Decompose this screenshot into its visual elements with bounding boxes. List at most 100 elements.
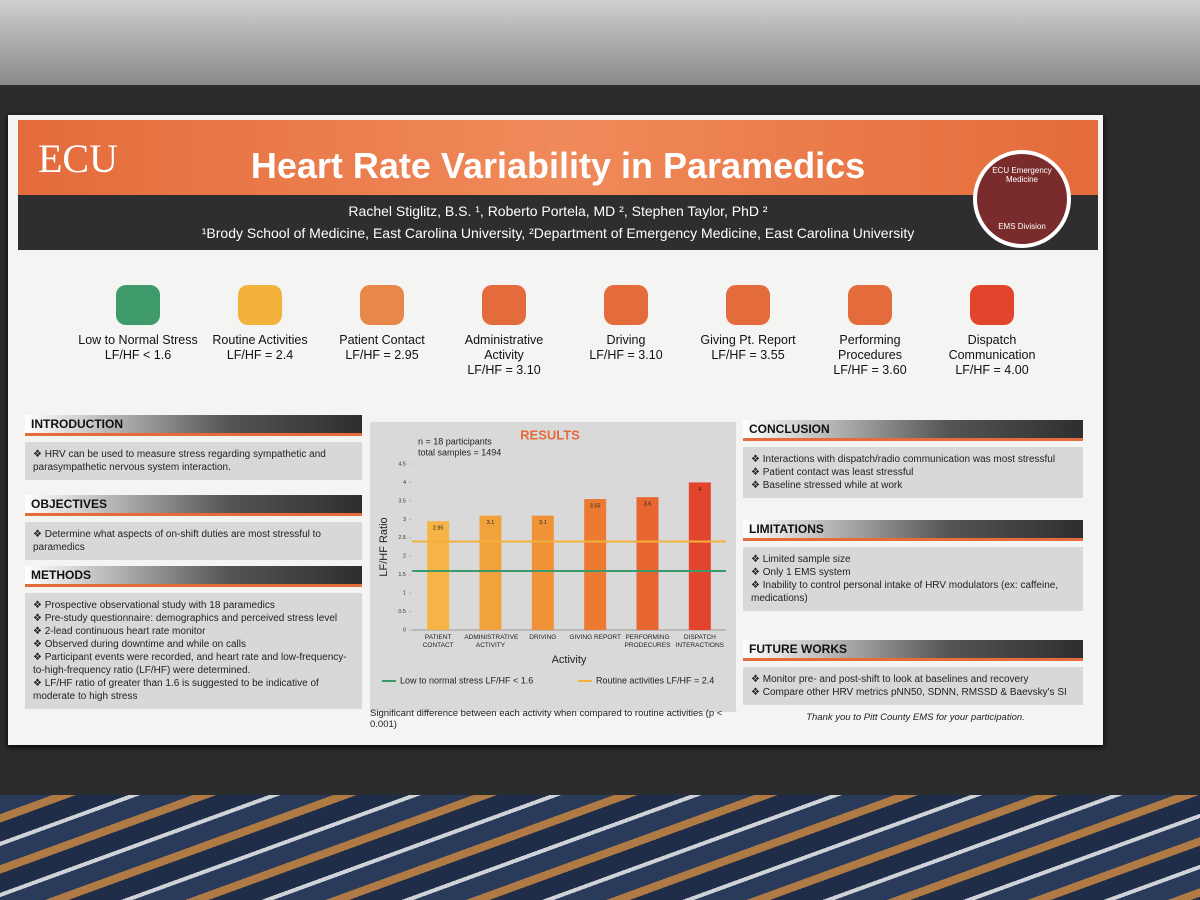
activity-ratio: LF/HF = 3.10	[589, 348, 663, 362]
bar	[584, 499, 607, 630]
list: Determine what aspects of on-shift dutie…	[25, 522, 362, 560]
limitations: LIMITATIONS Limited sample sizeOnly 1 EMS…	[743, 520, 1083, 611]
x-tick-label: DRIVING	[529, 634, 557, 641]
list-item: Patient contact was least stressful	[751, 466, 1075, 479]
activity-ratio: LF/HF = 3.60	[833, 363, 907, 377]
list-item: Compare other HRV metrics pNN50, SDNN, R…	[751, 686, 1075, 699]
authors: Rachel Stiglitz, B.S. ¹, Roberto Portela…	[348, 203, 768, 219]
bar	[427, 521, 450, 630]
chart-title: RESULTS	[520, 427, 580, 442]
activity-ratio: LF/HF = 2.95	[345, 348, 419, 362]
y-tick-label: 4.5	[398, 461, 406, 467]
poster-title: Heart Rate Variability in Paramedics	[250, 145, 866, 186]
activity: Routine Activities LF/HF = 2.4	[200, 285, 320, 363]
activity: Administrative Activity LF/HF = 3.10	[444, 285, 564, 378]
list-item: Observed during downtime and while on ca…	[33, 638, 354, 651]
carpet	[0, 795, 1200, 900]
activity-icon	[604, 285, 648, 325]
list-item: Pre-study questionnaire: demographics an…	[33, 612, 354, 625]
bar	[636, 497, 659, 630]
conclusion: CONCLUSION Interactions with dispatch/rad…	[743, 420, 1083, 498]
activity: Dispatch Communication LF/HF = 4.00	[932, 285, 1052, 378]
chart-note: total samples = 1494	[418, 447, 501, 457]
list-item: Monitor pre- and post-shift to look at b…	[751, 673, 1075, 686]
section-title: OBJECTIVES	[25, 495, 362, 516]
value-label: 3.1	[539, 520, 547, 526]
affiliations: ¹Brody School of Medicine, East Carolina…	[201, 225, 915, 241]
ceiling	[0, 0, 1200, 85]
section-title: INTRODUCTION	[25, 415, 362, 436]
legend-label: Low to normal stress LF/HF < 1.6	[400, 675, 533, 685]
activity-icon	[116, 285, 160, 325]
poster: ECU Heart Rate Variability in Paramedics…	[8, 115, 1103, 745]
activity-icon	[238, 285, 282, 325]
legend-label: Routine activities LF/HF = 2.4	[596, 675, 714, 685]
x-tick-label: PATIENT CONTACT	[422, 634, 454, 649]
list-item: Participant events were recorded, and he…	[33, 651, 354, 677]
list: HRV can be used to measure stress regard…	[25, 442, 362, 480]
list-item: 2-lead continuous heart rate monitor	[33, 625, 354, 638]
activity-icon	[726, 285, 770, 325]
bar	[688, 482, 711, 630]
activity-label: Driving	[606, 333, 646, 347]
badge-top: ECU Emergency Medicine	[992, 166, 1052, 184]
objectives: OBJECTIVES Determine what aspects of on-s…	[25, 495, 362, 560]
list-item: Interactions with dispatch/radio communi…	[751, 453, 1075, 466]
activity-ratio: LF/HF < 1.6	[104, 348, 172, 362]
activity-label: Patient Contact	[339, 333, 425, 347]
value-label: 3.6	[644, 502, 652, 508]
section-title: METHODS	[25, 566, 362, 587]
list-item: Determine what aspects of on-shift dutie…	[33, 528, 354, 554]
footnote: Significant difference between each acti…	[370, 708, 723, 730]
introduction: INTRODUCTION HRV can be used to measure s…	[25, 415, 362, 480]
bar	[531, 515, 554, 630]
y-axis-label: LF/HF Ratio	[378, 517, 390, 576]
x-tick-label: ADMINISTRATIVE ACTIVITY	[464, 634, 519, 649]
list-item: HRV can be used to measure stress regard…	[33, 448, 354, 474]
y-tick-label: 0	[403, 627, 406, 633]
activity: Driving LF/HF = 3.10	[566, 285, 686, 363]
activity: Giving Pt. Report LF/HF = 3.55	[688, 285, 808, 363]
activity-label: Administrative Activity	[464, 333, 544, 362]
y-tick-label: 2	[403, 554, 406, 560]
activity-label: Routine Activities	[212, 333, 308, 347]
activity-label: Dispatch Communication	[948, 333, 1036, 362]
list-item: Baseline stressed while at work	[751, 479, 1075, 492]
y-tick-label: 3	[403, 517, 406, 523]
title-band	[18, 120, 1098, 195]
y-tick-label: 4	[403, 480, 406, 486]
activity-label: Performing Procedures	[838, 333, 902, 362]
list-item: LF/HF ratio of greater than 1.6 is sugge…	[33, 677, 354, 703]
future-works: FUTURE WORKS Monitor pre- and post-shift …	[743, 640, 1083, 705]
activity-icon	[848, 285, 892, 325]
value-label: 2.95	[433, 526, 444, 532]
value-label: 4	[698, 487, 701, 493]
activity-ratio: LF/HF = 3.55	[711, 348, 785, 362]
list: Limited sample sizeOnly 1 EMS systemInab…	[743, 547, 1083, 611]
activity-label: Low to Normal Stress	[78, 333, 198, 347]
y-tick-label: 0.5	[398, 609, 406, 615]
section-title: CONCLUSION	[743, 420, 1083, 441]
activity: Patient Contact LF/HF = 2.95	[322, 285, 442, 363]
y-tick-label: 2.5	[398, 535, 406, 541]
y-tick-label: 1.5	[398, 572, 406, 578]
results-chart: RESULTS n = 18 participants total samples …	[370, 422, 736, 712]
badge-bottom: EMS Division	[998, 222, 1046, 231]
value-label: 3.55	[590, 503, 601, 509]
list: Monitor pre- and post-shift to look at b…	[743, 667, 1083, 705]
list-item: Limited sample size	[751, 553, 1075, 566]
activity-icon	[360, 285, 404, 325]
value-label: 3.1	[487, 520, 495, 526]
thanks: Thank you to Pitt County EMS for your pa…	[806, 712, 1025, 723]
activity: Performing Procedures LF/HF = 3.60	[810, 285, 930, 378]
x-tick-label: DISPATCH INTERACTIONS	[675, 634, 725, 649]
chart-note: n = 18 participants	[418, 436, 492, 446]
list-item: Inability to control personal intake of …	[751, 579, 1075, 605]
y-tick-label: 3.5	[398, 498, 406, 504]
activity-ratio: LF/HF = 4.00	[955, 363, 1029, 377]
badge: ECU Emergency Medicine EMS Division	[973, 150, 1071, 248]
x-axis-label: Activity	[552, 654, 587, 666]
bar	[479, 515, 502, 630]
